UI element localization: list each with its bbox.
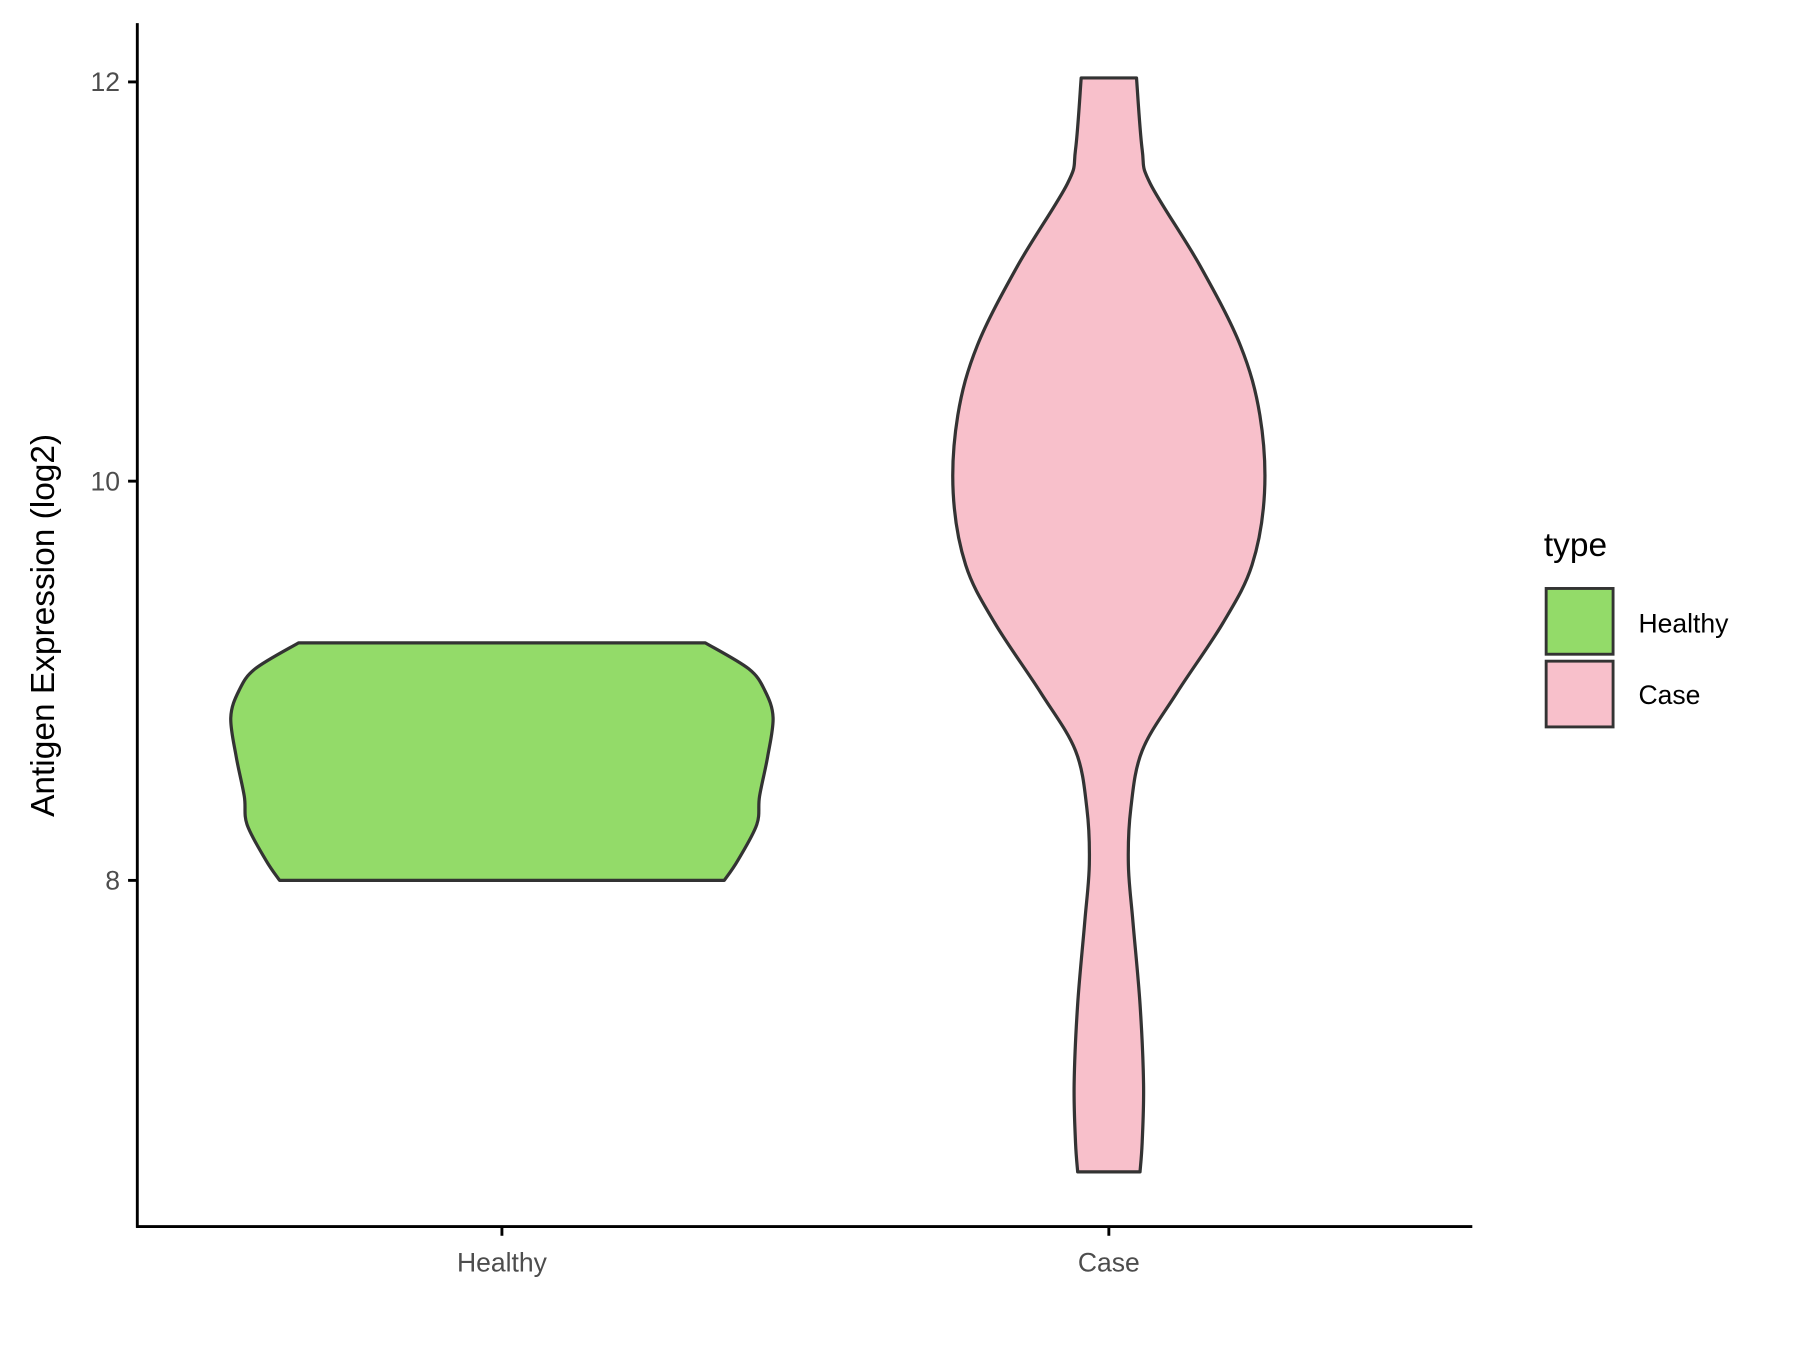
- violin-case: [951, 76, 1267, 1174]
- x-tick-label: Case: [1078, 1248, 1140, 1278]
- y-tick-label: 10: [91, 466, 121, 496]
- legend-label-case: Case: [1638, 680, 1700, 710]
- y-ticks: 8 10 12: [91, 67, 138, 896]
- x-ticks: Healthy Case: [457, 1226, 1140, 1278]
- y-tick-label: 12: [91, 67, 121, 97]
- legend-key-case: [1544, 659, 1615, 729]
- legend: type Healthy Case: [1544, 527, 1729, 729]
- violin-healthy: [229, 641, 775, 882]
- legend-title: type: [1544, 527, 1607, 564]
- legend-key-healthy: [1544, 587, 1615, 656]
- y-axis-title: Antigen Expression (log2): [25, 434, 62, 817]
- violins: [229, 76, 1267, 1174]
- x-tick-label: Healthy: [457, 1248, 548, 1278]
- legend-label-healthy: Healthy: [1638, 608, 1729, 638]
- y-tick-label: 8: [105, 866, 120, 896]
